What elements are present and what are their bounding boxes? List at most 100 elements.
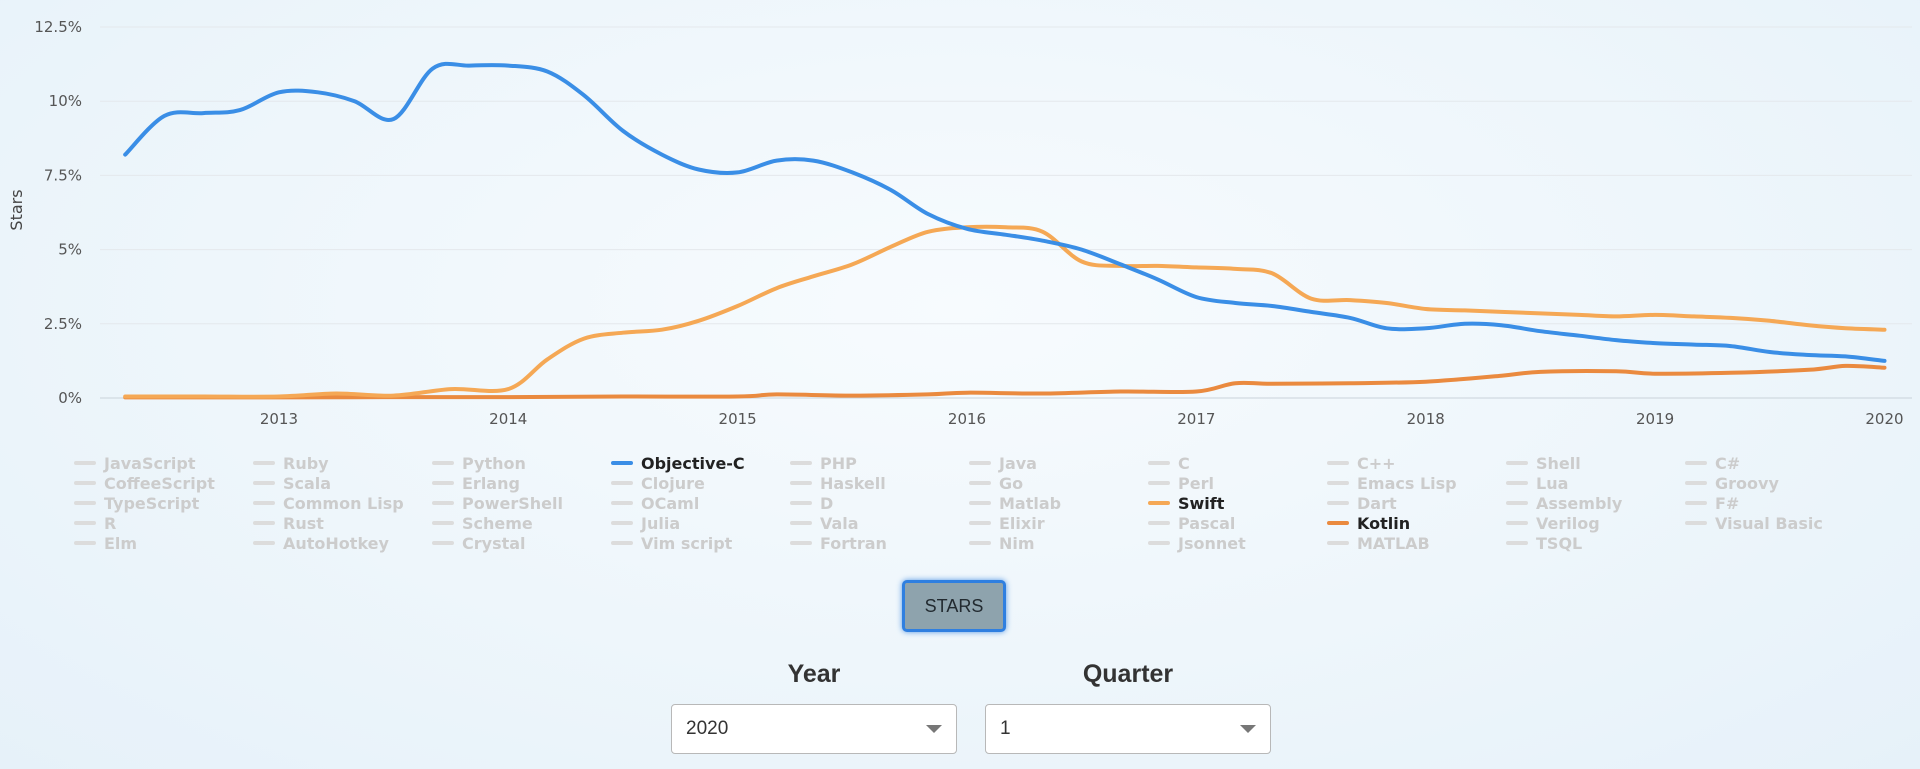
legend-item-jsonnet[interactable]: Jsonnet <box>1148 533 1326 553</box>
legend-swatch <box>790 521 812 525</box>
legend-label: C++ <box>1357 453 1396 473</box>
legend-swatch <box>1148 461 1170 465</box>
legend-item-vala[interactable]: Vala <box>790 513 968 533</box>
legend-swatch <box>432 541 454 545</box>
legend-swatch <box>432 501 454 505</box>
quarter-select[interactable]: 1 <box>985 704 1271 754</box>
legend-item-ruby[interactable]: Ruby <box>253 453 431 473</box>
legend-item-vim-script[interactable]: Vim script <box>611 533 789 553</box>
legend-item-go[interactable]: Go <box>969 473 1147 493</box>
legend-swatch <box>432 481 454 485</box>
legend-label: Verilog <box>1536 513 1600 533</box>
legend-swatch <box>1148 501 1170 505</box>
legend-label: Elm <box>104 533 138 553</box>
y-tick-label: 2.5% <box>44 315 82 333</box>
chevron-down-icon <box>1240 725 1256 733</box>
legend-item-typescript[interactable]: TypeScript <box>74 493 252 513</box>
legend-item-objective-c[interactable]: Objective-C <box>611 453 789 473</box>
legend-item-r[interactable]: R <box>74 513 252 533</box>
legend-item-dart[interactable]: Dart <box>1327 493 1505 513</box>
legend-item-visual-basic[interactable]: Visual Basic <box>1685 513 1863 533</box>
legend-item-emacs-lisp[interactable]: Emacs Lisp <box>1327 473 1505 493</box>
legend-swatch <box>1327 481 1349 485</box>
legend-item-perl[interactable]: Perl <box>1148 473 1326 493</box>
y-tick-label: 7.5% <box>44 166 82 184</box>
legend-label: F# <box>1715 493 1740 513</box>
x-tick-label: 2015 <box>719 410 757 428</box>
legend-item-ocaml[interactable]: OCaml <box>611 493 789 513</box>
legend-item-haskell[interactable]: Haskell <box>790 473 968 493</box>
legend-item-fortran[interactable]: Fortran <box>790 533 968 553</box>
legend-label: C# <box>1715 453 1741 473</box>
legend-item-matlab[interactable]: Matlab <box>969 493 1147 513</box>
legend-item-scheme[interactable]: Scheme <box>432 513 610 533</box>
year-select[interactable]: 2020 <box>671 704 957 754</box>
legend-item-lua[interactable]: Lua <box>1506 473 1684 493</box>
legend-item-crystal[interactable]: Crystal <box>432 533 610 553</box>
legend-swatch <box>253 521 275 525</box>
legend-label: Vala <box>820 513 859 533</box>
legend-swatch <box>74 461 96 465</box>
legend-label: Lua <box>1536 473 1569 493</box>
legend-label: Python <box>462 453 526 473</box>
legend-item-php[interactable]: PHP <box>790 453 968 473</box>
legend-swatch <box>1327 541 1349 545</box>
legend-swatch <box>1327 501 1349 505</box>
legend-item-powershell[interactable]: PowerShell <box>432 493 610 513</box>
legend-item-erlang[interactable]: Erlang <box>432 473 610 493</box>
legend-item-scala[interactable]: Scala <box>253 473 431 493</box>
legend-item-pascal[interactable]: Pascal <box>1148 513 1326 533</box>
legend-item-javascript[interactable]: JavaScript <box>74 453 252 473</box>
legend-label: Pascal <box>1178 513 1236 533</box>
legend-item-java[interactable]: Java <box>969 453 1147 473</box>
legend-label: Matlab <box>999 493 1062 513</box>
stars-button[interactable]: STARS <box>902 580 1006 632</box>
legend-swatch <box>1506 541 1528 545</box>
legend-item-elixir[interactable]: Elixir <box>969 513 1147 533</box>
legend-label: OCaml <box>641 493 700 513</box>
legend-swatch <box>432 521 454 525</box>
legend-swatch <box>969 461 991 465</box>
legend-swatch <box>1685 481 1707 485</box>
x-tick-label: 2016 <box>948 410 986 428</box>
legend-swatch <box>1506 461 1528 465</box>
legend-item-groovy[interactable]: Groovy <box>1685 473 1863 493</box>
legend-item-autohotkey[interactable]: AutoHotkey <box>253 533 431 553</box>
legend-item-common-lisp[interactable]: Common Lisp <box>253 493 431 513</box>
legend-swatch <box>1506 481 1528 485</box>
legend-label: JavaScript <box>104 453 196 473</box>
legend-item-elm[interactable]: Elm <box>74 533 252 553</box>
legend-item-assembly[interactable]: Assembly <box>1506 493 1684 513</box>
x-tick-label: 2020 <box>1865 410 1903 428</box>
legend-item-kotlin[interactable]: Kotlin <box>1327 513 1505 533</box>
legend-label: Objective-C <box>641 453 745 473</box>
legend-item-rust[interactable]: Rust <box>253 513 431 533</box>
legend-label: PowerShell <box>462 493 563 513</box>
legend: JavaScript Ruby Python Objective-C PHP Java C C… <box>74 453 1904 555</box>
legend-item-tsql[interactable]: TSQL <box>1506 533 1684 553</box>
legend-item-python[interactable]: Python <box>432 453 610 473</box>
legend-item-matlab[interactable]: MATLAB <box>1327 533 1505 553</box>
legend-item-c-[interactable]: C++ <box>1327 453 1505 473</box>
legend-swatch <box>969 541 991 545</box>
legend-item-clojure[interactable]: Clojure <box>611 473 789 493</box>
legend-swatch <box>1506 501 1528 505</box>
x-axis-tick-labels: 2013 2014 2015 2016 2017 2018 2019 2020 <box>260 410 1904 428</box>
legend-item-swift[interactable]: Swift <box>1148 493 1326 513</box>
legend-item-shell[interactable]: Shell <box>1506 453 1684 473</box>
legend-label: Emacs Lisp <box>1357 473 1457 493</box>
legend-item-d[interactable]: D <box>790 493 968 513</box>
legend-item-coffeescript[interactable]: CoffeeScript <box>74 473 252 493</box>
legend-swatch <box>1685 521 1707 525</box>
legend-item-c-[interactable]: C# <box>1685 453 1863 473</box>
legend-item-verilog[interactable]: Verilog <box>1506 513 1684 533</box>
legend-label: R <box>104 513 117 533</box>
legend-item-nim[interactable]: Nim <box>969 533 1147 553</box>
legend-item-f-[interactable]: F# <box>1685 493 1863 513</box>
x-tick-label: 2013 <box>260 410 298 428</box>
legend-swatch <box>790 481 812 485</box>
x-tick-label: 2017 <box>1177 410 1215 428</box>
legend-item-c[interactable]: C <box>1148 453 1326 473</box>
legend-item-julia[interactable]: Julia <box>611 513 789 533</box>
legend-swatch <box>253 481 275 485</box>
